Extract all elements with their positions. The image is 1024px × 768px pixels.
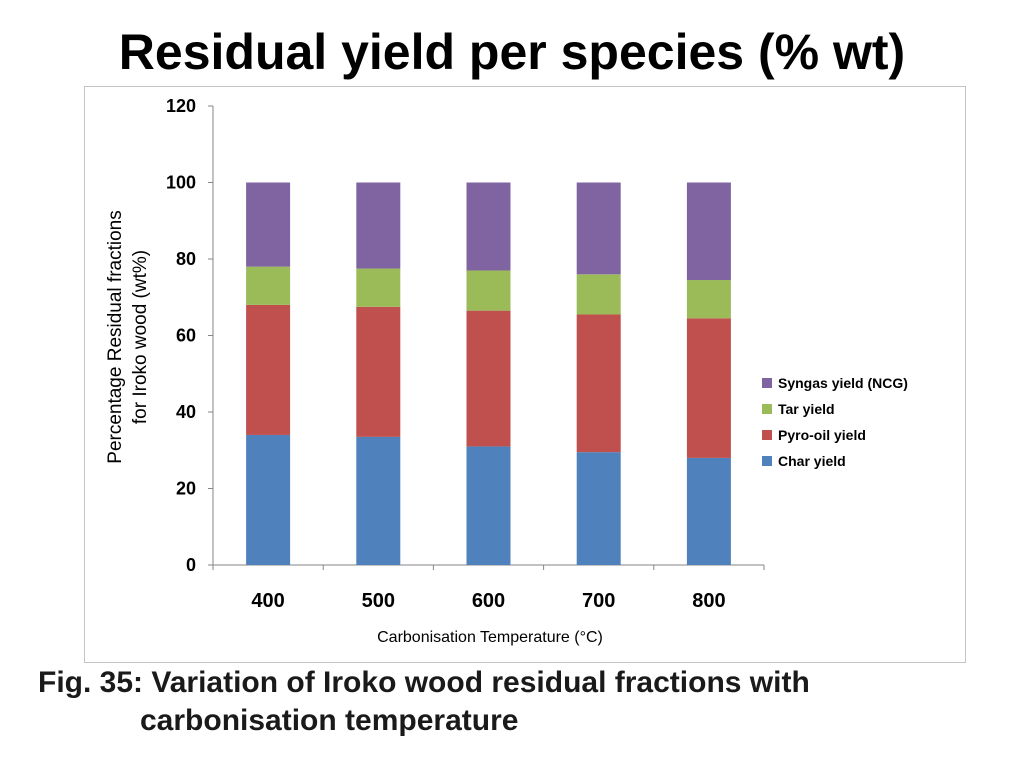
bar-segment-pyro-oil-yield-500 xyxy=(356,306,401,437)
bar-segment-syngas-yield-ncg-600 xyxy=(466,182,511,271)
bar-segment-tar-yield-600 xyxy=(466,270,511,311)
x-tick-label: 500 xyxy=(362,590,395,612)
x-tick-label: 800 xyxy=(692,590,725,612)
y-axis-label-line2: for Iroko wood (wt%) xyxy=(130,250,151,424)
bar-segment-char-yield-600 xyxy=(466,446,511,565)
legend-label-tar: Tar yield xyxy=(778,401,835,417)
legend-item-tar: Tar yield xyxy=(762,396,908,422)
bar-segment-tar-yield-800 xyxy=(686,280,731,319)
legend-swatch-tar xyxy=(762,404,772,414)
bar-segment-char-yield-700 xyxy=(576,452,621,565)
bar-segment-pyro-oil-yield-600 xyxy=(466,310,511,447)
bar-segment-syngas-yield-ncg-400 xyxy=(246,182,291,267)
bar-segment-tar-yield-500 xyxy=(356,268,401,307)
bar-segment-char-yield-400 xyxy=(246,434,291,565)
bar-segment-syngas-yield-ncg-700 xyxy=(576,182,621,275)
figure-caption: Fig. 35: Variation of Iroko wood residua… xyxy=(38,664,998,740)
y-axis-label-line1: Percentage Residual fractions xyxy=(105,210,126,463)
x-axis-label: Carbonisation Temperature (°C) xyxy=(377,629,603,646)
y-tick-label: 20 xyxy=(176,479,196,499)
bar-segment-pyro-oil-yield-400 xyxy=(246,304,291,435)
bar-segment-tar-yield-400 xyxy=(246,266,291,305)
legend-item-char: Char yield xyxy=(762,448,908,474)
legend-item-syngas: Syngas yield (NCG) xyxy=(762,370,908,396)
caption-line-1: Fig. 35: Variation of Iroko wood residua… xyxy=(38,666,810,699)
bar-segment-char-yield-800 xyxy=(686,457,731,565)
legend-label-char: Char yield xyxy=(778,453,846,469)
y-tick-label: 120 xyxy=(166,96,196,116)
bar-segment-syngas-yield-ncg-500 xyxy=(356,182,401,269)
legend-label-pyro-oil: Pyro-oil yield xyxy=(778,427,866,443)
x-tick-label: 700 xyxy=(582,590,615,612)
y-tick-label: 40 xyxy=(176,402,196,422)
bar-segment-tar-yield-700 xyxy=(576,274,621,315)
bar-segment-pyro-oil-yield-800 xyxy=(686,318,731,458)
y-tick-label: 60 xyxy=(176,326,196,346)
legend-swatch-char xyxy=(762,456,772,466)
y-tick-label: 100 xyxy=(166,173,196,193)
y-tick-label: 80 xyxy=(176,249,196,269)
y-tick-label: 0 xyxy=(186,555,196,575)
chart-frame xyxy=(84,86,966,663)
legend-label-syngas: Syngas yield (NCG) xyxy=(778,375,908,391)
legend-swatch-pyro-oil xyxy=(762,430,772,440)
bar-segment-syngas-yield-ncg-800 xyxy=(686,182,731,281)
x-tick-label: 400 xyxy=(251,590,284,612)
x-tick-label: 600 xyxy=(472,590,505,612)
slide-title: Residual yield per species (% wt) xyxy=(118,24,906,80)
caption-line-2: carbonisation temperature xyxy=(140,704,519,737)
legend-item-pyro-oil: Pyro-oil yield xyxy=(762,422,908,448)
bar-segment-char-yield-500 xyxy=(356,436,401,565)
chart-legend: Syngas yield (NCG) Tar yield Pyro-oil yi… xyxy=(762,370,908,474)
bar-segment-pyro-oil-yield-700 xyxy=(576,314,621,453)
legend-swatch-syngas xyxy=(762,378,772,388)
